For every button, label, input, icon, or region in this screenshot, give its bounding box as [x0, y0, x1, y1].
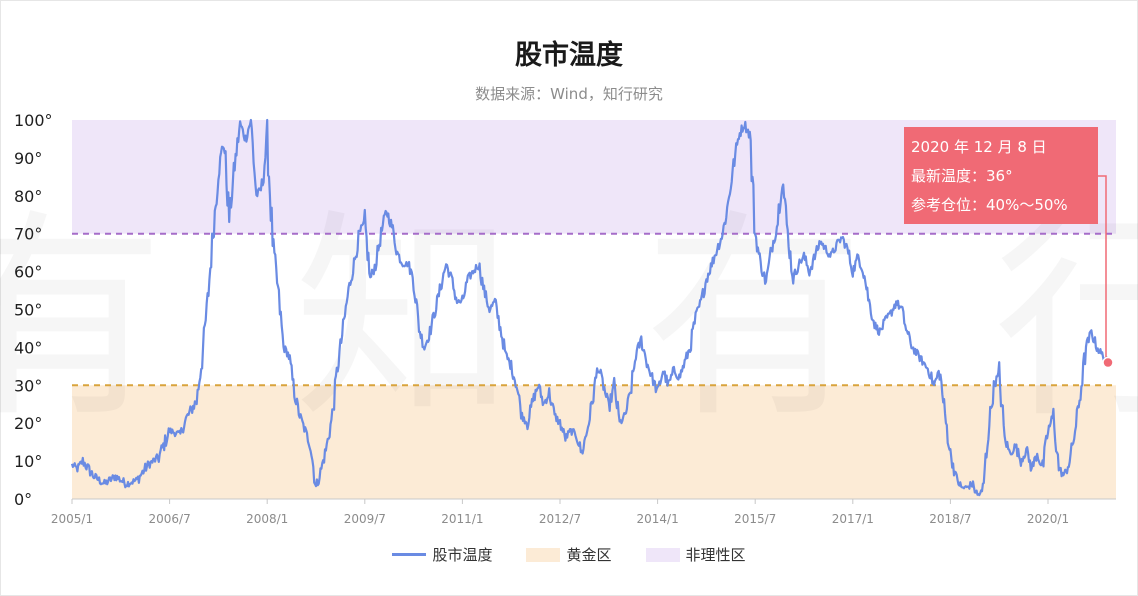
latest-tooltip: 2020 年 12 月 8 日 最新温度：36° 参考仓位：40%～50% — [904, 127, 1098, 224]
x-tick-label: 2020/1 — [1027, 512, 1069, 526]
y-tick-label: 30° — [14, 376, 42, 395]
x-tick-label: 2008/1 — [246, 512, 288, 526]
legend-swatch-irrational-zone — [645, 547, 680, 562]
band-0 — [72, 385, 1116, 499]
x-tick-label: 2018/7 — [929, 512, 971, 526]
y-tick-label: 50° — [14, 301, 42, 320]
legend-label-irrational-zone: 非理性区 — [685, 546, 746, 564]
x-tick-label: 2017/1 — [832, 512, 874, 526]
y-tick-label: 20° — [14, 414, 42, 433]
x-tick-label: 2015/7 — [734, 512, 776, 526]
y-tick-label: 100° — [14, 111, 53, 130]
tooltip-position: 参考仓位：40%～50% — [911, 196, 1068, 214]
y-tick-label: 80° — [14, 187, 42, 206]
legend-item-irrational-zone[interactable]: 非理性区 — [645, 544, 746, 565]
chart-title: 股市温度 — [515, 40, 623, 71]
chart-subtitle: 数据来源：Wind，知行研究 — [475, 85, 663, 103]
x-tick-label: 2009/7 — [344, 512, 386, 526]
x-tick-label: 2005/1 — [51, 512, 93, 526]
tooltip-connector — [1098, 175, 1107, 363]
legend-item-temperature[interactable]: 股市温度 — [392, 544, 492, 565]
tooltip-temperature: 最新温度：36° — [911, 167, 1013, 185]
tooltip-date: 2020 年 12 月 8 日 — [911, 138, 1047, 156]
legend-swatch-temperature — [392, 553, 427, 556]
series-line-0 — [70, 118, 1109, 497]
chart-legend: 股市温度 黄金区 非理性区 — [0, 544, 1138, 565]
legend-item-golden-zone[interactable]: 黄金区 — [526, 544, 612, 565]
legend-swatch-golden-zone — [526, 547, 561, 562]
latest-point-marker — [1102, 356, 1114, 369]
y-tick-label: 90° — [14, 149, 42, 168]
x-tick-label: 2014/1 — [636, 512, 678, 526]
tooltip-box — [904, 127, 1098, 224]
legend-label-temperature: 股市温度 — [432, 546, 493, 564]
watermark: 有 知 有 行 — [0, 191, 1138, 447]
x-tick-label: 2006/7 — [148, 512, 190, 526]
x-tick-label: 2012/7 — [539, 512, 581, 526]
x-tick-label: 2011/1 — [441, 512, 483, 526]
y-tick-label: 10° — [14, 452, 42, 471]
y-tick-label: 70° — [14, 225, 42, 244]
legend-label-golden-zone: 黄金区 — [566, 546, 612, 564]
y-tick-label: 0° — [14, 490, 32, 509]
y-tick-label: 40° — [14, 338, 42, 357]
y-tick-label: 60° — [14, 263, 42, 282]
